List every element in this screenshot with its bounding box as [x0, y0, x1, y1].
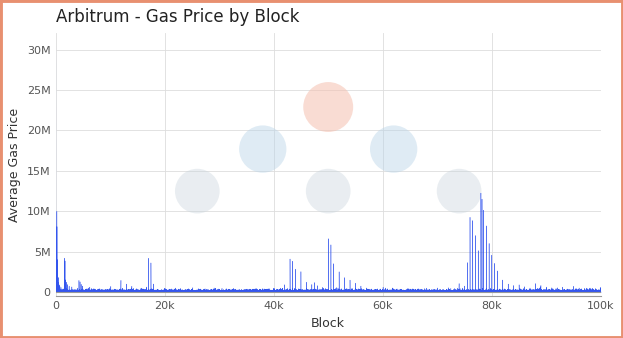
Y-axis label: Average Gas Price: Average Gas Price [8, 108, 21, 222]
X-axis label: Block: Block [312, 317, 345, 330]
Ellipse shape [437, 169, 482, 214]
Ellipse shape [175, 169, 220, 214]
Ellipse shape [370, 125, 417, 173]
Text: Arbitrum - Gas Price by Block: Arbitrum - Gas Price by Block [55, 8, 299, 26]
Ellipse shape [303, 82, 353, 132]
Ellipse shape [306, 169, 351, 214]
Ellipse shape [239, 125, 287, 173]
